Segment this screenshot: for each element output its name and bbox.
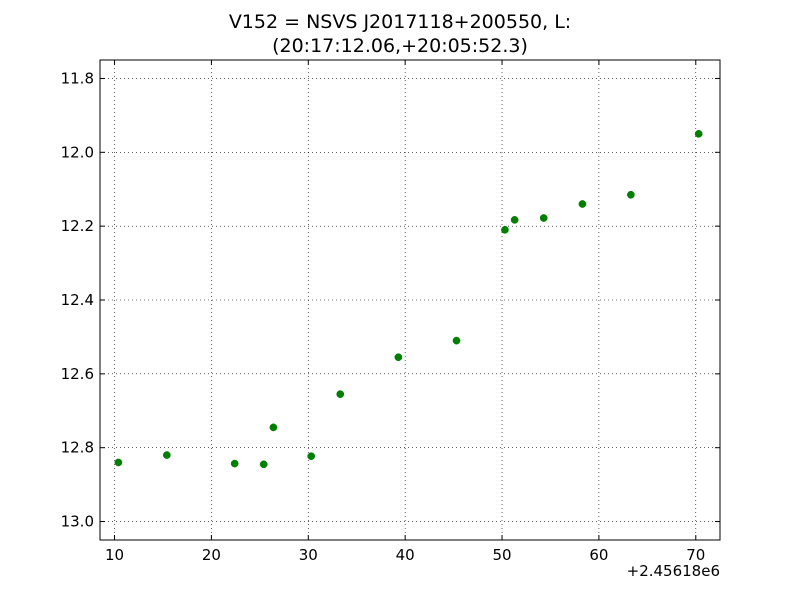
data-point xyxy=(162,451,171,459)
y-tick-label: 11.8 xyxy=(61,69,94,87)
data-point xyxy=(452,336,461,345)
data-point xyxy=(539,214,548,222)
x-tick-label: 70 xyxy=(686,546,705,564)
chart-title-line-1: V152 = NSVS J2017118+200550, L: xyxy=(228,11,572,33)
grid-layer xyxy=(100,60,720,540)
data-point xyxy=(307,452,316,461)
data-point xyxy=(510,216,519,224)
x-offset-label: +2.45618e6 xyxy=(627,562,720,580)
data-point xyxy=(230,459,239,468)
data-point xyxy=(578,200,587,208)
axis-ticks: 10 20 30 40 50 60 70 11.8 12.0 12.2 12.4 12.6 12.8 13… xyxy=(61,60,720,564)
x-tick-label: 60 xyxy=(589,546,608,564)
data-point xyxy=(114,458,123,467)
data-point xyxy=(501,225,509,234)
y-tick-label: 12.4 xyxy=(61,291,94,309)
y-tick-label: 13.0 xyxy=(61,513,94,531)
data-point xyxy=(259,460,268,469)
data-point xyxy=(336,390,345,399)
data-point xyxy=(269,423,278,432)
x-tick-label: 40 xyxy=(396,546,415,564)
x-tick-label: 10 xyxy=(105,546,124,564)
data-points xyxy=(114,129,703,469)
chart-title-line-2: (20:17:12.06,+20:05:52.3) xyxy=(272,35,528,57)
x-tick-label: 20 xyxy=(202,546,221,564)
data-point xyxy=(694,129,703,138)
x-tick-label: 30 xyxy=(299,546,318,564)
y-tick-label: 12.8 xyxy=(61,439,94,457)
y-tick-label: 12.6 xyxy=(61,365,94,383)
y-tick-label: 12.2 xyxy=(61,217,94,235)
y-tick-label: 12.0 xyxy=(61,143,94,161)
data-point xyxy=(394,353,403,362)
x-tick-label: 50 xyxy=(492,546,511,564)
data-point xyxy=(627,190,635,199)
